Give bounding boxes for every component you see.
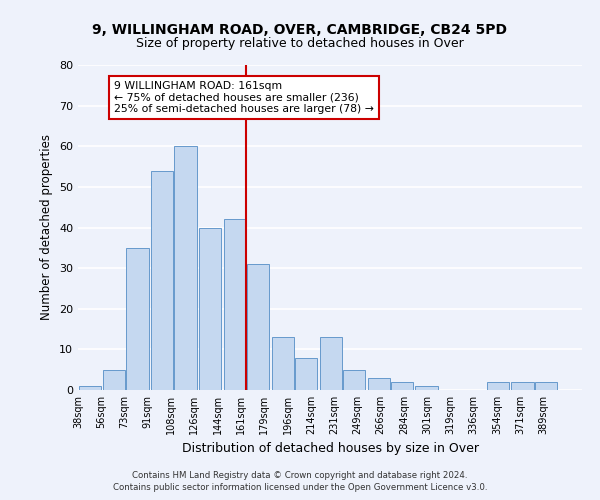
Bar xyxy=(224,220,246,390)
Text: Contains public sector information licensed under the Open Government Licence v3: Contains public sector information licen… xyxy=(113,483,487,492)
Bar xyxy=(151,170,173,390)
Bar xyxy=(127,248,149,390)
Bar xyxy=(199,228,221,390)
Bar xyxy=(343,370,365,390)
Bar xyxy=(247,264,269,390)
Bar xyxy=(103,370,125,390)
X-axis label: Distribution of detached houses by size in Over: Distribution of detached houses by size … xyxy=(182,442,479,456)
Bar xyxy=(368,378,390,390)
Bar xyxy=(272,337,294,390)
Bar xyxy=(487,382,509,390)
Bar xyxy=(175,146,197,390)
Bar xyxy=(415,386,437,390)
Y-axis label: Number of detached properties: Number of detached properties xyxy=(40,134,53,320)
Text: 9, WILLINGHAM ROAD, OVER, CAMBRIDGE, CB24 5PD: 9, WILLINGHAM ROAD, OVER, CAMBRIDGE, CB2… xyxy=(92,22,508,36)
Text: Contains HM Land Registry data © Crown copyright and database right 2024.: Contains HM Land Registry data © Crown c… xyxy=(132,470,468,480)
Bar xyxy=(79,386,101,390)
Text: 9 WILLINGHAM ROAD: 161sqm
← 75% of detached houses are smaller (236)
25% of semi: 9 WILLINGHAM ROAD: 161sqm ← 75% of detac… xyxy=(114,81,374,114)
Bar xyxy=(511,382,533,390)
Bar xyxy=(391,382,413,390)
Bar xyxy=(535,382,557,390)
Bar xyxy=(295,358,317,390)
Bar xyxy=(320,337,342,390)
Text: Size of property relative to detached houses in Over: Size of property relative to detached ho… xyxy=(136,38,464,51)
